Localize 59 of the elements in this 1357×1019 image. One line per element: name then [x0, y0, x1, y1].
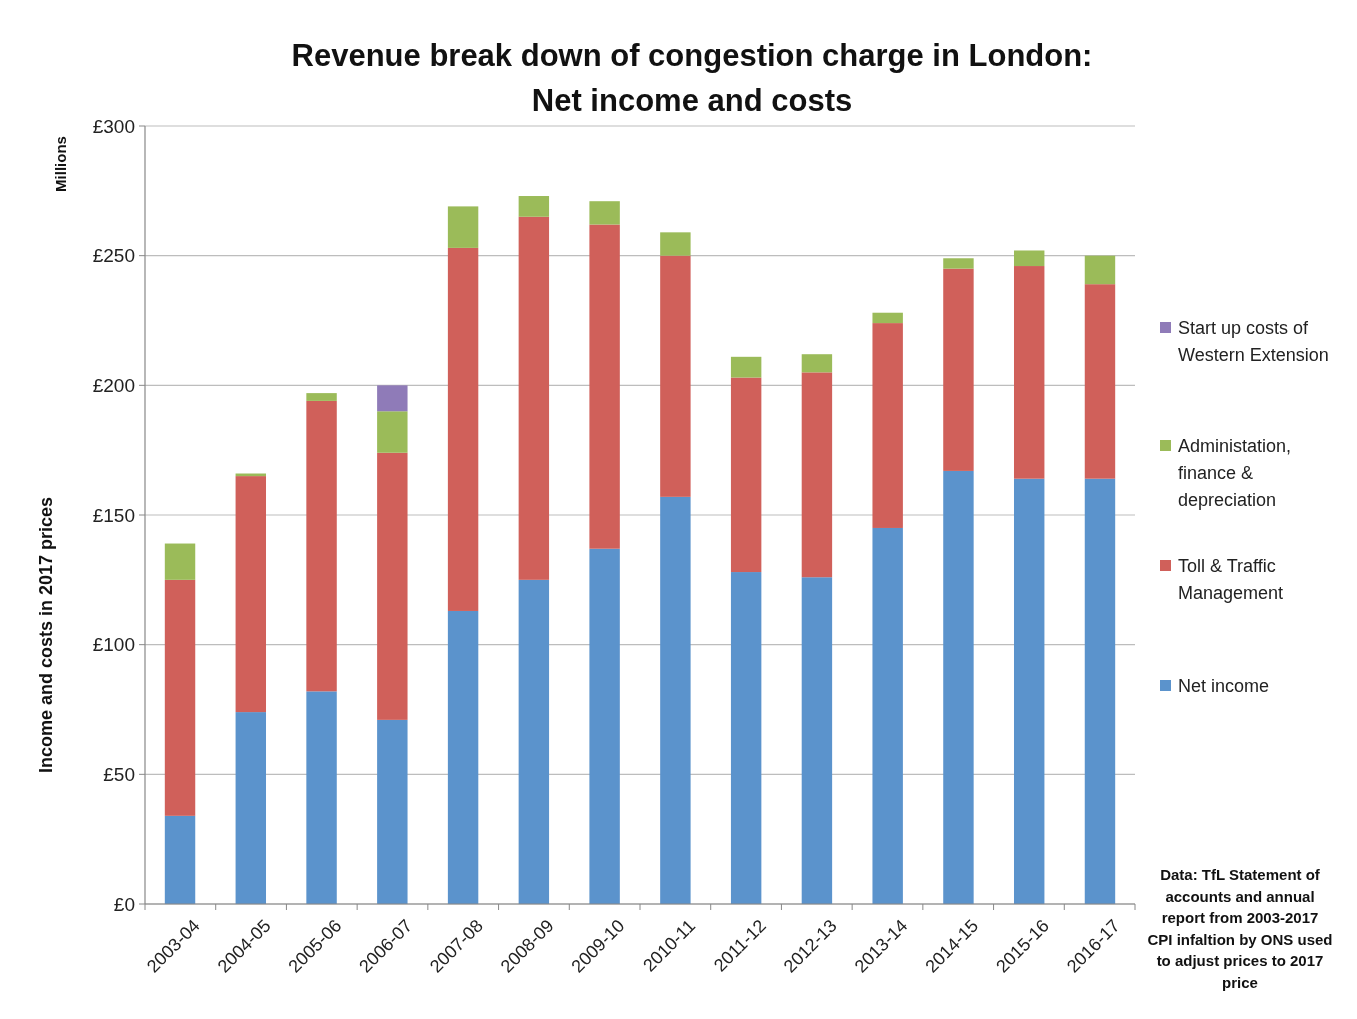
- chart-subtitle: Net income and costs: [531, 83, 853, 118]
- bar: [447, 610, 479, 904]
- bar: [872, 312, 903, 324]
- bar: [943, 258, 974, 269]
- bar: [164, 815, 196, 904]
- bar: [1084, 255, 1116, 285]
- bar: [589, 224, 620, 549]
- bar: [518, 579, 550, 904]
- bar: [164, 579, 196, 816]
- bar: [377, 452, 408, 720]
- bar: [447, 247, 479, 611]
- bar: [518, 216, 550, 580]
- bar: [377, 719, 408, 904]
- bar: [660, 232, 691, 256]
- bar: [447, 206, 479, 248]
- y-tick-label: £200: [92, 374, 135, 396]
- bar: [589, 201, 620, 225]
- y-tick-label: £150: [92, 504, 135, 526]
- y-tick-label: £100: [92, 634, 135, 656]
- bar: [1013, 250, 1045, 267]
- bar: [1013, 478, 1045, 904]
- bar: [1084, 478, 1116, 904]
- bar: [872, 323, 903, 528]
- bar: [730, 377, 762, 573]
- bar: [235, 476, 267, 713]
- text: Data: TfL Statement of accounts and annual report from 2003-2017: [1160, 866, 1321, 926]
- bar: [660, 255, 691, 497]
- bar: [306, 393, 337, 401]
- bar: [943, 268, 974, 471]
- legend-label: Administation, finance & depreciation: [1178, 436, 1292, 511]
- chart-title: Revenue break down of congestion charge in London:: [291, 38, 1093, 73]
- legend-label: Net income: [1178, 676, 1270, 697]
- y-axis-title: Income and costs in 2017 prices: [36, 496, 56, 774]
- bar: [377, 385, 408, 412]
- y-tick-label: £0: [113, 893, 135, 915]
- bar: [306, 691, 337, 904]
- y-tick-label: £300: [92, 115, 135, 137]
- bar: [518, 196, 550, 217]
- bar: [1013, 266, 1045, 479]
- bar: [1084, 284, 1116, 479]
- bar: [235, 712, 267, 904]
- bar: [872, 527, 903, 904]
- bar: [801, 577, 833, 904]
- text: CPI infaltion by ONS used to adjust prices to 2017 price: [1147, 930, 1333, 991]
- legend-label: Toll & Traffic Management: [1178, 556, 1284, 604]
- bar: [164, 543, 196, 580]
- bar: [943, 470, 974, 904]
- text: Millions: [52, 136, 69, 192]
- bar: [660, 496, 691, 904]
- bar: [801, 372, 833, 578]
- bar: [589, 548, 620, 904]
- bar: [306, 400, 337, 692]
- legend-label: Start up costs of Western Extension: [1178, 318, 1329, 366]
- bar: [730, 356, 762, 378]
- bar: [377, 411, 408, 453]
- y-tick-label: £250: [92, 245, 135, 267]
- bar: [730, 572, 762, 904]
- bar: [801, 354, 833, 373]
- y-tick-label: £50: [103, 763, 135, 785]
